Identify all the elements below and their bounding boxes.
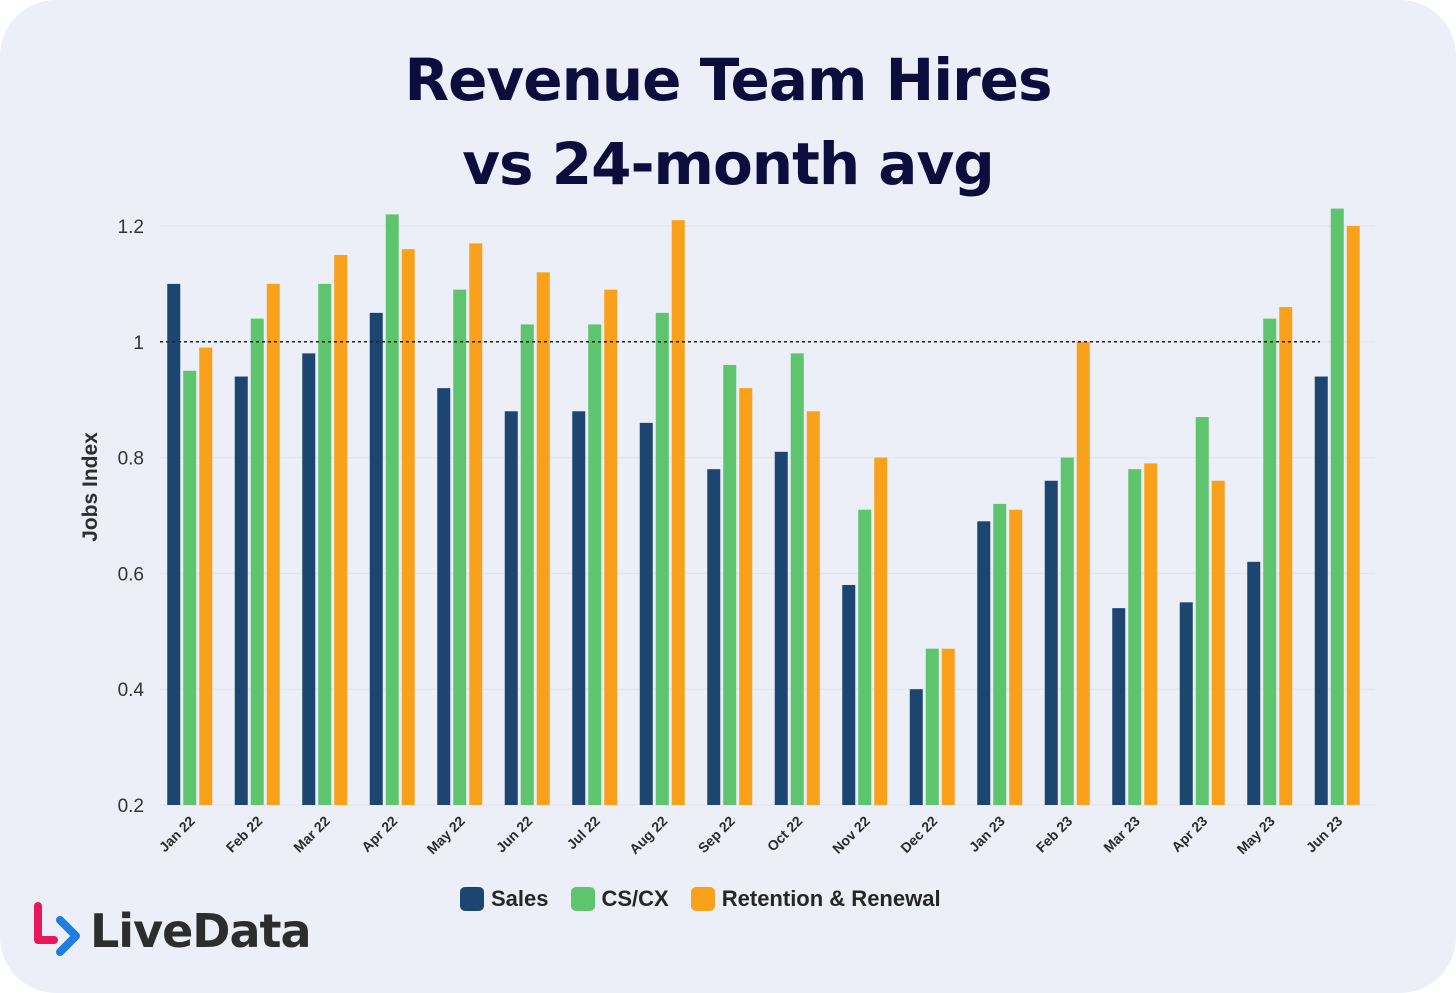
bar-retention-apr-23 — [1211, 480, 1225, 805]
bar-retention-may-22 — [469, 243, 483, 805]
x-tick-label: Jan 23 — [966, 813, 1008, 855]
bar-cscx-sep-22 — [723, 364, 737, 805]
x-tick-label: Dec 22 — [897, 813, 940, 856]
bar-retention-jun-22 — [536, 272, 550, 805]
bar-sales-jan-22 — [167, 283, 181, 805]
bar-sales-dec-22 — [909, 689, 923, 805]
bar-sales-feb-22 — [234, 376, 248, 805]
chart-title: Revenue Team Hires vs 24-month avg — [0, 38, 1456, 206]
y-tick-label: 0.2 — [118, 796, 144, 817]
bar-cscx-jan-22 — [183, 370, 197, 805]
y-tick-label: 0.6 — [118, 564, 144, 585]
bar-sales-jun-22 — [504, 411, 518, 805]
bar-sales-oct-22 — [774, 451, 788, 805]
bar-sales-apr-23 — [1179, 602, 1193, 805]
bar-cscx-mar-22 — [318, 283, 332, 805]
bar-cscx-jan-23 — [993, 503, 1007, 805]
chart-title-line-2: vs 24-month avg — [462, 130, 995, 198]
x-tick-label: Apr 22 — [358, 813, 400, 855]
x-tick-label: Oct 22 — [764, 813, 806, 855]
x-tick-label: Nov 22 — [829, 813, 873, 857]
livedata-logo-icon — [34, 902, 80, 956]
bar-cscx-apr-23 — [1195, 417, 1209, 805]
bar-cscx-nov-22 — [858, 509, 872, 805]
bar-retention-nov-22 — [874, 457, 888, 805]
bar-sales-feb-23 — [1044, 480, 1058, 805]
bar-cscx-mar-23 — [1128, 469, 1142, 805]
chart-title-line-1: Revenue Team Hires — [404, 46, 1052, 114]
bar-retention-may-23 — [1279, 307, 1293, 805]
bar-sales-jul-22 — [572, 411, 586, 805]
bar-cscx-jun-23 — [1330, 208, 1344, 805]
bar-sales-jun-23 — [1314, 376, 1328, 805]
legend-swatch-sales — [460, 887, 484, 911]
bar-retention-feb-22 — [266, 283, 280, 805]
bar-sales-sep-22 — [707, 469, 721, 805]
x-tick-label: Aug 22 — [626, 813, 670, 857]
bar-retention-oct-22 — [806, 411, 820, 805]
livedata-logo: LiveData — [32, 902, 312, 960]
bar-retention-apr-22 — [401, 249, 415, 805]
x-tick-label: Feb 22 — [223, 813, 266, 856]
x-tick-label: Sep 22 — [695, 813, 738, 856]
bar-retention-jul-22 — [604, 289, 618, 805]
x-tick-label: Feb 23 — [1033, 813, 1076, 856]
bar-cscx-oct-22 — [790, 353, 804, 805]
x-tick-label: Mar 23 — [1100, 813, 1143, 856]
bar-cscx-dec-22 — [925, 648, 939, 805]
x-tick-label: Jul 22 — [563, 813, 603, 853]
bar-cscx-may-22 — [453, 289, 467, 805]
legend-swatch-retention — [690, 887, 715, 911]
bar-cscx-may-23 — [1263, 318, 1277, 805]
bar-sales-may-22 — [437, 388, 451, 805]
bar-sales-aug-22 — [639, 422, 653, 805]
legend-label-sales: Sales — [491, 886, 549, 911]
bar-sales-nov-22 — [842, 584, 856, 805]
x-tick-label: May 23 — [1234, 813, 1278, 857]
bar-cscx-feb-22 — [250, 318, 264, 805]
bar-cscx-jul-22 — [588, 324, 602, 805]
bar-retention-mar-22 — [334, 254, 348, 805]
brand-name: LiveData — [90, 904, 312, 958]
bar-sales-mar-23 — [1112, 608, 1126, 805]
legend-label-retention: Retention & Renewal — [721, 886, 941, 911]
bar-sales-apr-22 — [369, 312, 383, 805]
x-tick-label: Jun 22 — [493, 813, 536, 856]
x-tick-label: Apr 23 — [1168, 813, 1210, 855]
legend-item-cscx[interactable]: CS/CX — [570, 886, 669, 912]
bar-retention-jun-23 — [1346, 226, 1360, 805]
bar-cscx-jun-22 — [520, 324, 534, 805]
bar-retention-dec-22 — [941, 648, 955, 805]
x-tick-label: Jun 23 — [1303, 813, 1346, 856]
x-tick-label: May 22 — [424, 813, 468, 857]
y-axis-title: Jobs Index — [79, 432, 102, 542]
y-tick-label: 1 — [133, 333, 144, 354]
legend-label-cscx: CS/CX — [601, 886, 669, 911]
legend-swatch-cscx — [570, 887, 595, 911]
bar-cscx-aug-22 — [655, 312, 669, 805]
bar-sales-mar-22 — [302, 353, 316, 805]
y-tick-label: 0.4 — [118, 680, 145, 701]
x-tick-label: Mar 22 — [290, 813, 333, 856]
bar-cscx-apr-22 — [385, 214, 399, 806]
bar-retention-sep-22 — [739, 388, 753, 805]
bar-retention-mar-23 — [1144, 463, 1158, 805]
bar-retention-jan-22 — [199, 347, 213, 805]
bar-sales-may-23 — [1247, 561, 1261, 805]
bar-retention-feb-23 — [1076, 341, 1090, 805]
legend: Sales CS/CX Retention & Renewal — [460, 886, 963, 912]
legend-item-retention[interactable]: Retention & Renewal — [690, 886, 941, 912]
y-tick-label: 1.2 — [118, 217, 144, 238]
x-tick-label: Jan 22 — [156, 813, 198, 855]
legend-item-sales[interactable]: Sales — [460, 886, 549, 912]
bar-sales-jan-23 — [977, 521, 991, 805]
bar-retention-jan-23 — [1009, 509, 1023, 805]
y-tick-label: 0.8 — [118, 449, 144, 470]
bar-cscx-feb-23 — [1060, 457, 1074, 805]
bar-retention-aug-22 — [671, 220, 685, 805]
